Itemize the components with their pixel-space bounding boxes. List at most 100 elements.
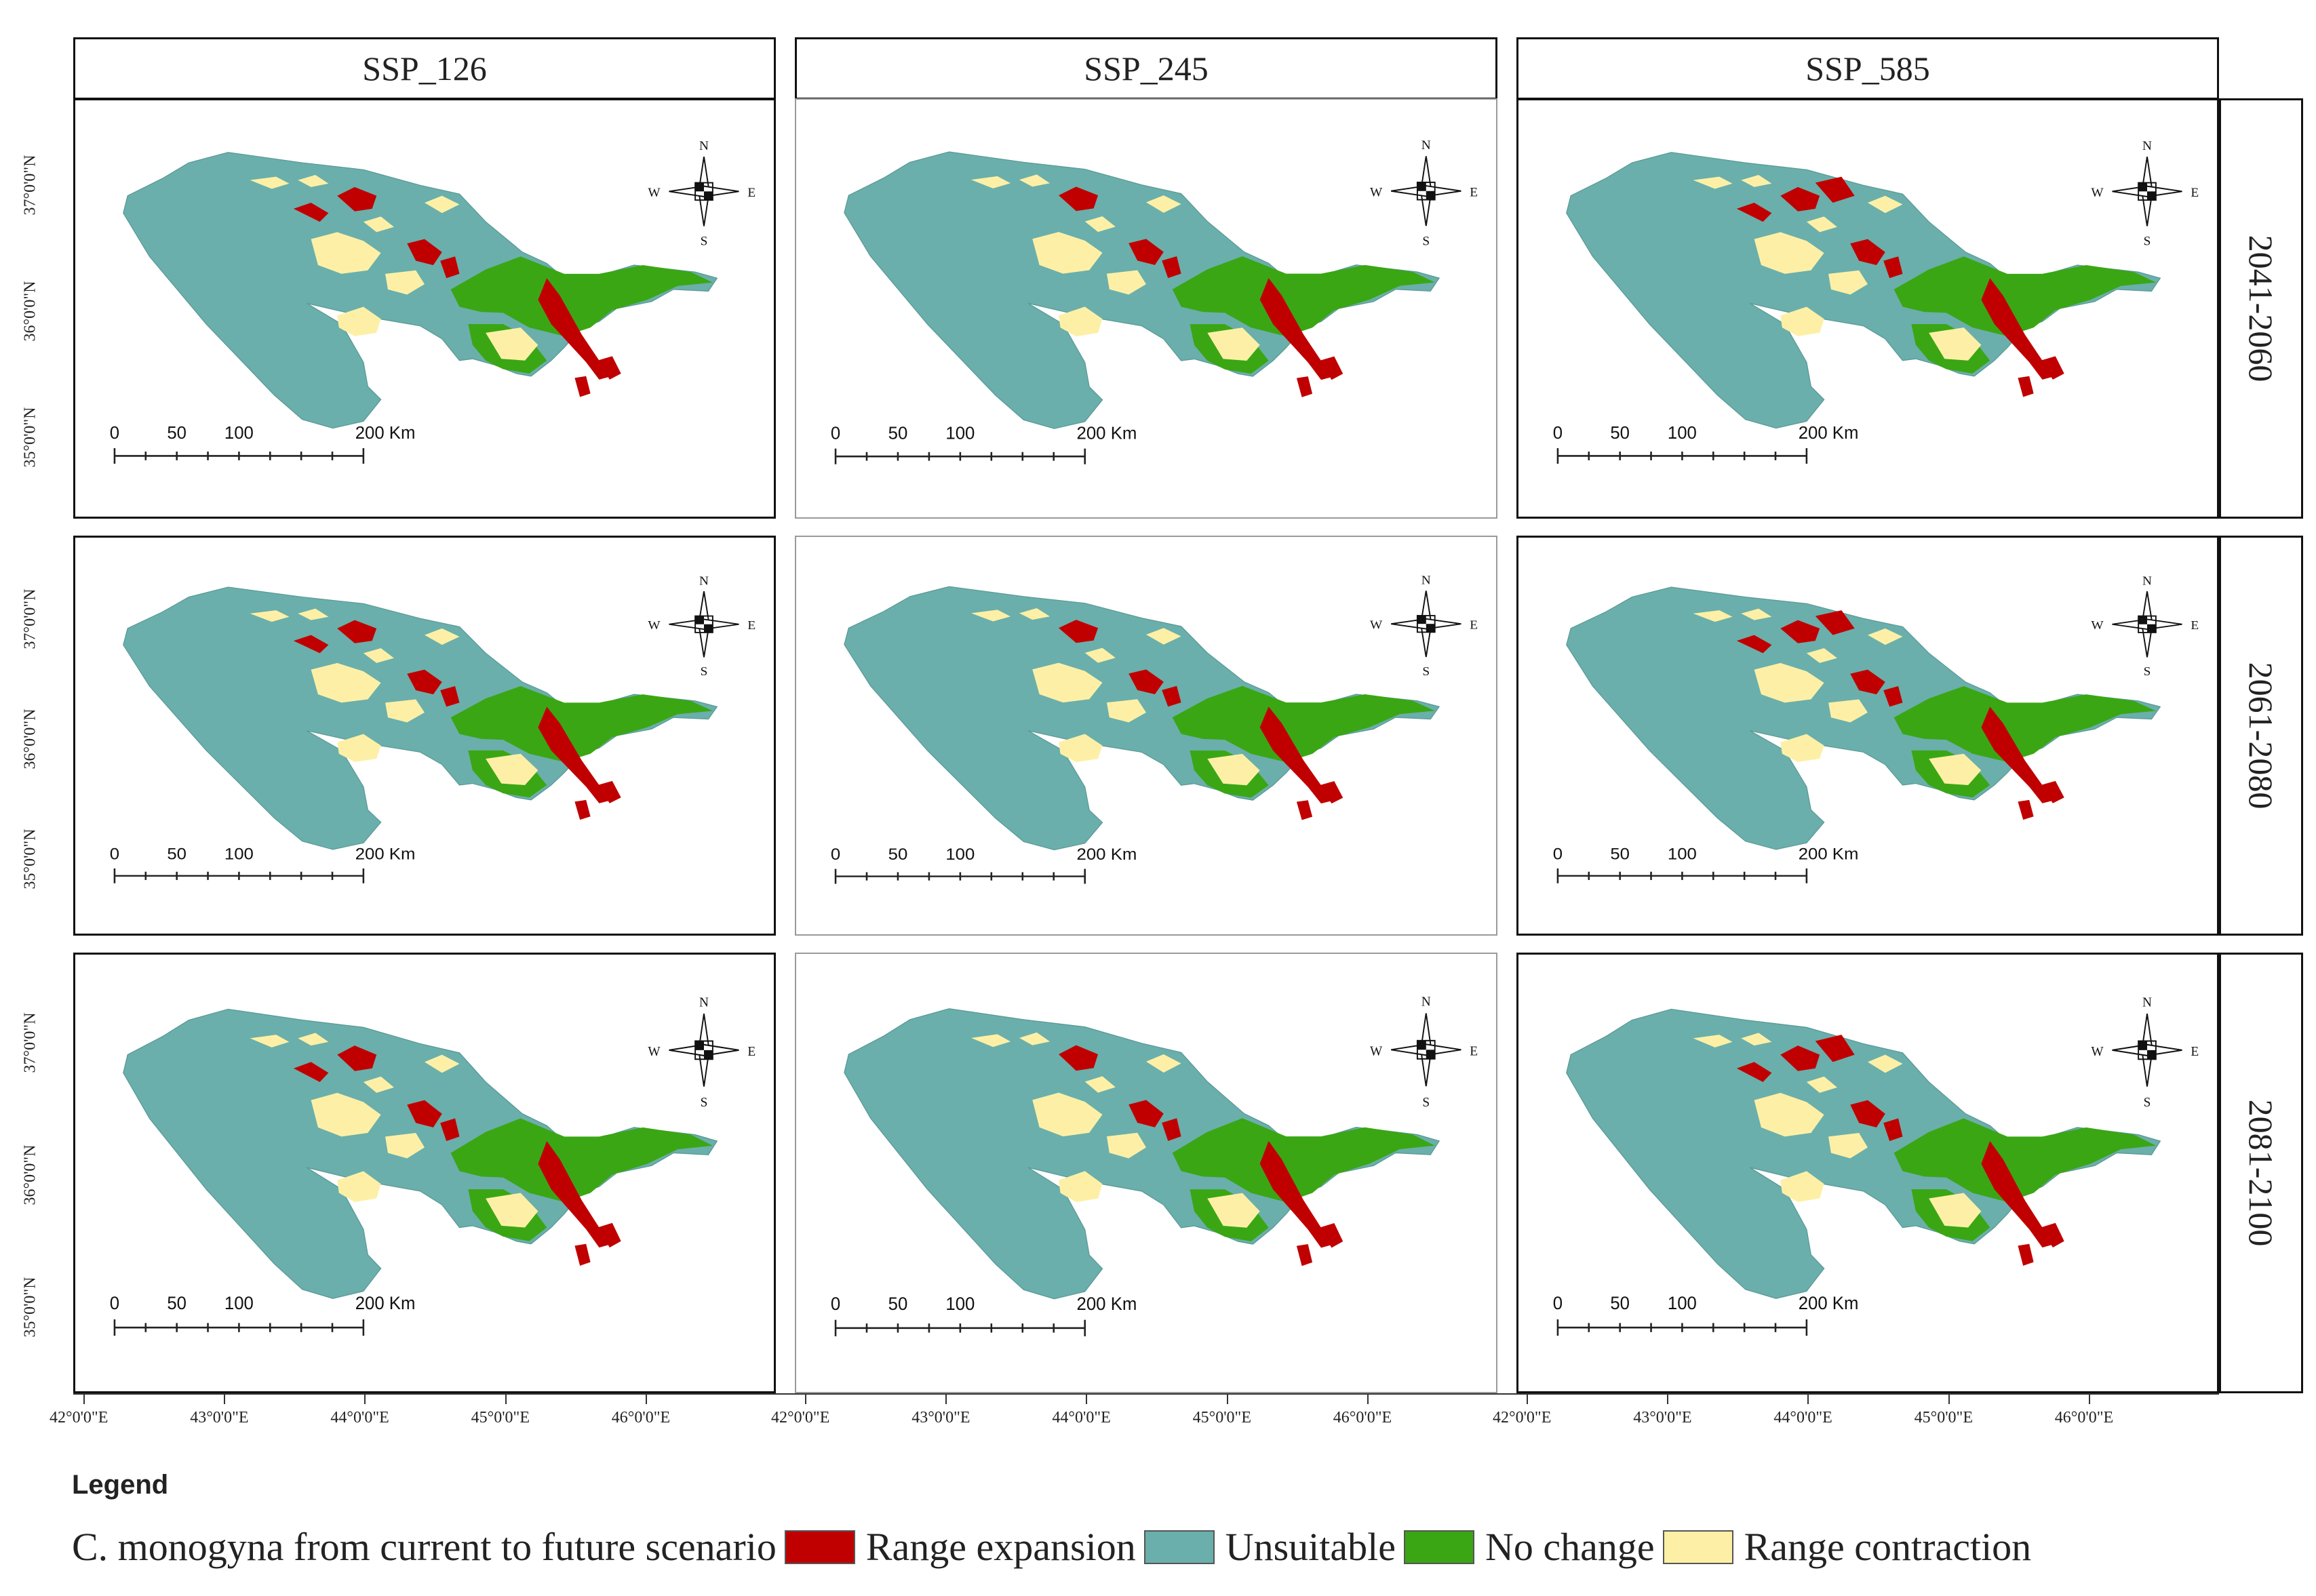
compass-s-label: S (1422, 234, 1430, 248)
north-arrow-icon: N S E W (648, 574, 755, 679)
region-range-expansion (1128, 239, 1164, 265)
longitude-tick (505, 1393, 507, 1404)
longitude-label: 44°0'0"E (1052, 1409, 1111, 1427)
longitude-tick (1226, 1393, 1228, 1404)
scale-label: 0 (110, 845, 119, 863)
region-no-change (450, 256, 713, 336)
compass-s-label: S (2144, 665, 2151, 679)
region-range-expansion (1815, 610, 1855, 635)
region-range-contraction (1780, 1171, 1824, 1202)
region-range-contraction (1806, 648, 1837, 663)
region-range-contraction (425, 195, 460, 214)
longitude-tick (83, 1393, 85, 1404)
legend-swatch-nochange (1404, 1530, 1474, 1564)
north-arrow-icon: N S E W (2091, 139, 2199, 249)
region-range-contraction (385, 1132, 425, 1159)
longitude-label: 45°0'0"E (471, 1409, 530, 1427)
compass-n-label: N (699, 995, 709, 1010)
scale-label: 100 (945, 424, 975, 443)
region-range-contraction (1828, 699, 1868, 723)
region-range-contraction (1019, 607, 1051, 620)
scale-label: 100 (1668, 424, 1697, 443)
scale-label: 0 (1553, 424, 1563, 443)
region-range-expansion (574, 1243, 591, 1266)
region-range-contraction (1059, 1171, 1103, 1203)
legend-label-nochange: No change (1485, 1525, 1655, 1569)
region-range-contraction (298, 1033, 329, 1046)
longitude-tick (1527, 1393, 1528, 1404)
longitude-label: 46°0'0"E (1333, 1409, 1392, 1427)
region-range-expansion (337, 620, 377, 643)
scale-label: 100 (1668, 845, 1697, 863)
scale-label: 50 (888, 845, 908, 864)
region-range-contraction (1207, 327, 1260, 361)
region-range-contraction (1741, 175, 1772, 187)
region-range-contraction (363, 216, 394, 233)
scale-label: 50 (167, 1293, 187, 1314)
row-label-text: 2061-2080 (2242, 662, 2280, 810)
region-range-expansion (293, 202, 329, 222)
compass-n-label: N (699, 139, 709, 153)
region-range-contraction (1106, 270, 1146, 295)
region-range-expansion (337, 1045, 377, 1071)
scale-bar: 0 50 100 200 Km (1553, 424, 1858, 464)
scale-label: 50 (1610, 424, 1630, 443)
latitude-label: 35°0'0"N (21, 829, 39, 890)
scale-label: 0 (831, 424, 840, 443)
column-header-ssp126: SSP_126 (73, 37, 776, 100)
compass-s-label: S (1422, 664, 1430, 678)
region-range-expansion (1059, 620, 1099, 643)
region-range-contraction (385, 699, 425, 723)
scale-bar: 0 50 100 200 Km (831, 1293, 1137, 1336)
scale-label: 0 (831, 1293, 840, 1314)
region-no-change (1172, 256, 1435, 337)
compass-w-label: W (1370, 185, 1383, 199)
latitude-label: 37°0'0"N (21, 155, 39, 216)
region-range-expansion (597, 356, 621, 380)
region-range-expansion (1780, 1045, 1820, 1071)
region-range-contraction (1806, 1076, 1837, 1093)
region-unsuitable (844, 151, 1440, 429)
region-range-expansion (1850, 669, 1885, 695)
region-no-change (1893, 686, 2156, 762)
region-range-contraction (1929, 753, 1982, 785)
map-panel: N S E W 0 50 100 200 Km (1516, 536, 2219, 936)
region-range-contraction (1693, 176, 1733, 189)
compass-w-label: W (2091, 619, 2104, 633)
compass-s-label: S (701, 1095, 708, 1110)
region-range-contraction (1059, 306, 1103, 337)
region-unsuitable (1566, 1008, 2161, 1299)
region-no-change (1893, 1118, 2156, 1202)
scale-end-label: 200 Km (355, 424, 416, 443)
longitude-tick (805, 1393, 806, 1404)
region-range-expansion (1128, 669, 1164, 694)
compass-n-label: N (699, 574, 709, 588)
compass-n-label: N (2142, 995, 2152, 1010)
longitude-label: 45°0'0"E (1192, 1409, 1251, 1427)
region-range-contraction (311, 662, 381, 703)
latitude-label: 36°0'0"N (21, 709, 39, 770)
compass-e-label: E (747, 1044, 755, 1059)
map-svg: N S E W 0 50 100 200 Km (831, 994, 1478, 1336)
region-range-expansion (2040, 780, 2064, 803)
region-no-change (1172, 685, 1435, 763)
map-panel: N S E W 0 50 100 200 Km (795, 953, 1497, 1393)
longitude-label: 46°0'0"E (2054, 1409, 2114, 1427)
legend-label-expansion: Range expansion (865, 1525, 1136, 1569)
region-range-contraction (1868, 1054, 1903, 1073)
region-no-change (450, 686, 713, 762)
map-panel: N S E W 0 50 100 200 Km (1516, 98, 2219, 519)
compass-s-label: S (1422, 1094, 1430, 1109)
longitude-label: 43°0'0"E (1633, 1409, 1692, 1427)
scale-end-label: 200 Km (1077, 424, 1137, 443)
scale-bar: 0 50 100 200 Km (110, 845, 415, 883)
region-range-expansion (1815, 176, 1855, 203)
scale-bar: 0 50 100 200 Km (1553, 1293, 1858, 1336)
region-range-contraction (1828, 270, 1868, 295)
row-label-2041-2060: 2041-2060 (2219, 98, 2303, 519)
map-svg: N S E W 0 50 100 200 Km (1553, 574, 2199, 883)
compass-e-label: E (747, 619, 755, 633)
region-range-contraction (971, 610, 1011, 622)
region-range-contraction (1754, 662, 1824, 703)
region-range-contraction (1019, 1032, 1051, 1045)
